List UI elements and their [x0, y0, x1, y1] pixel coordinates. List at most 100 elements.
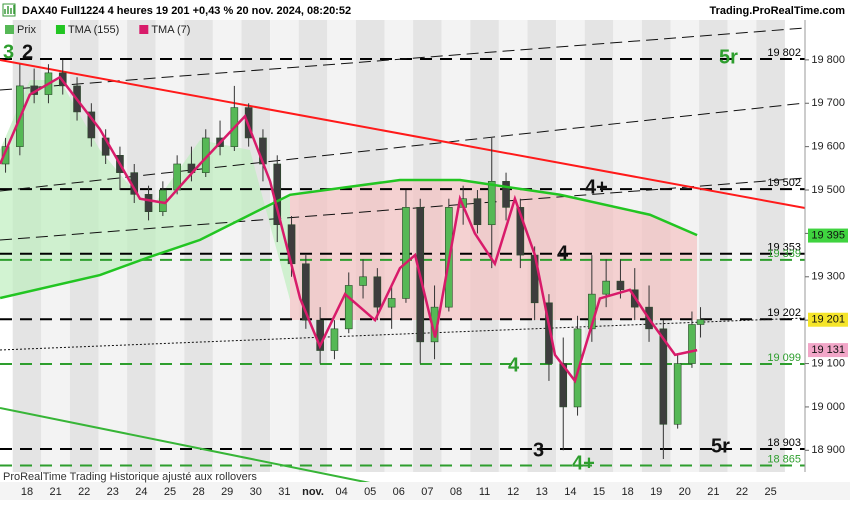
candle-body	[696, 319, 705, 325]
x-tick-label: 18	[21, 486, 33, 498]
indicator-line	[0, 75, 698, 384]
x-tick-label: 25	[764, 486, 776, 498]
candle-body	[673, 363, 682, 425]
annotation: 4+	[572, 452, 595, 474]
trend-line	[0, 407, 381, 486]
x-tick-label: 22	[78, 486, 90, 498]
x-tick-label: 23	[107, 486, 119, 498]
day-band	[727, 20, 757, 472]
level-label: 19 202	[767, 307, 801, 319]
plot	[0, 59, 705, 459]
fill-bull	[0, 80, 290, 300]
legend-label: TMA (155)	[68, 24, 119, 36]
x-tick-label: 11	[479, 486, 490, 498]
level-label: 19 802	[767, 47, 801, 59]
candle-body	[688, 324, 696, 364]
candle-body	[144, 194, 153, 213]
x-tick-label: 04	[335, 486, 347, 498]
candle-body	[87, 111, 96, 139]
annotation: 3	[3, 41, 14, 63]
legend-label: TMA (7)	[151, 24, 190, 36]
x-tick-label: 21	[707, 486, 719, 498]
candle-body	[487, 181, 496, 226]
candle-body	[473, 198, 482, 226]
logo	[2, 3, 16, 17]
day-band	[184, 20, 213, 472]
candle-body	[516, 207, 525, 256]
price-tag	[808, 312, 848, 327]
x-tick-label: 19	[650, 486, 662, 498]
level-label: 19 353	[767, 242, 801, 254]
resistance-line	[0, 59, 806, 209]
x-tick-label: 28	[192, 486, 204, 498]
candle-body	[559, 363, 568, 408]
price-tag-label: 19 131	[811, 344, 845, 356]
x-tick-label: 24	[135, 486, 147, 498]
indicator-line	[0, 178, 698, 300]
y-tick-label: 19 000	[811, 401, 845, 413]
annotation: 4+	[585, 176, 608, 198]
annotation: 5r	[711, 435, 730, 457]
footer: ProRealTime Trading Historique ajusté au…	[3, 471, 257, 483]
candle-body	[602, 280, 610, 295]
x-tick-label: 18	[621, 486, 633, 498]
candle-body	[359, 276, 367, 286]
level-label: 18 903	[767, 437, 801, 449]
axes: 18 21 22 23 24 25 28 29 30 31 nov. 04 05 06 07 08 11 12 13…	[21, 54, 848, 498]
x-tick-label: 13	[536, 486, 548, 498]
x-tick-label: 14	[564, 486, 576, 498]
x-tick-label: 22	[736, 486, 748, 498]
legend-swatch	[139, 25, 149, 34]
candle-body	[344, 285, 353, 330]
legend-label: Prix	[17, 24, 36, 36]
day-band	[212, 20, 242, 472]
x-tick-label: 07	[421, 486, 433, 498]
annotation: 5r	[719, 46, 738, 68]
candle-body	[373, 276, 382, 308]
x-tick-label: 31	[278, 486, 290, 498]
candle-body	[387, 298, 396, 308]
x-tick-label: 21	[49, 486, 61, 498]
x-tick-label: 15	[593, 486, 605, 498]
date-axis	[0, 482, 850, 500]
candle-body	[502, 181, 510, 208]
candle-body	[545, 302, 553, 364]
annotation: 3	[533, 439, 544, 461]
source: Trading.ProRealTime.com	[709, 5, 845, 17]
x-tick-label: 06	[393, 486, 405, 498]
y-tick-label: 19 700	[811, 97, 845, 109]
day-band	[241, 20, 271, 472]
x-tick-label: 05	[364, 486, 376, 498]
legend-swatch	[55, 25, 65, 34]
price-tag-label: 19 395	[811, 229, 845, 241]
price-tag	[808, 343, 848, 358]
annotation: 2	[22, 41, 33, 63]
level-label: 19 339	[767, 248, 801, 260]
chart-title: DAX40 Full1224 4 heures 19 201 +0,43 % 2…	[22, 5, 351, 17]
y-tick-label: 19 300	[811, 271, 845, 283]
candle-body	[573, 328, 582, 408]
y-tick-label: 19 600	[811, 141, 845, 153]
y-tick-label: 19 500	[811, 184, 845, 196]
y-tick-label: 19 100	[811, 357, 845, 369]
candle-body	[616, 280, 625, 291]
legend-swatch	[5, 25, 14, 34]
candle-body	[302, 263, 310, 321]
level-label: 19 099	[767, 352, 801, 364]
legend: Prix TMA (155) TMA (7)	[5, 24, 190, 36]
annotation: 4	[508, 354, 520, 376]
y-tick-label: 19 800	[811, 54, 845, 66]
x-tick-label: 12	[507, 486, 519, 498]
x-tick-label: nov.	[302, 486, 324, 498]
trend-line	[0, 27, 806, 91]
y-tick-label: 18 900	[811, 444, 845, 456]
price-tag	[808, 228, 848, 243]
x-tick-label: 08	[450, 486, 462, 498]
candle-body	[402, 207, 410, 299]
candle-body	[659, 328, 668, 425]
x-tick-label: 25	[164, 486, 176, 498]
header	[0, 0, 850, 20]
day-band	[699, 20, 728, 472]
candle-body	[159, 189, 167, 213]
